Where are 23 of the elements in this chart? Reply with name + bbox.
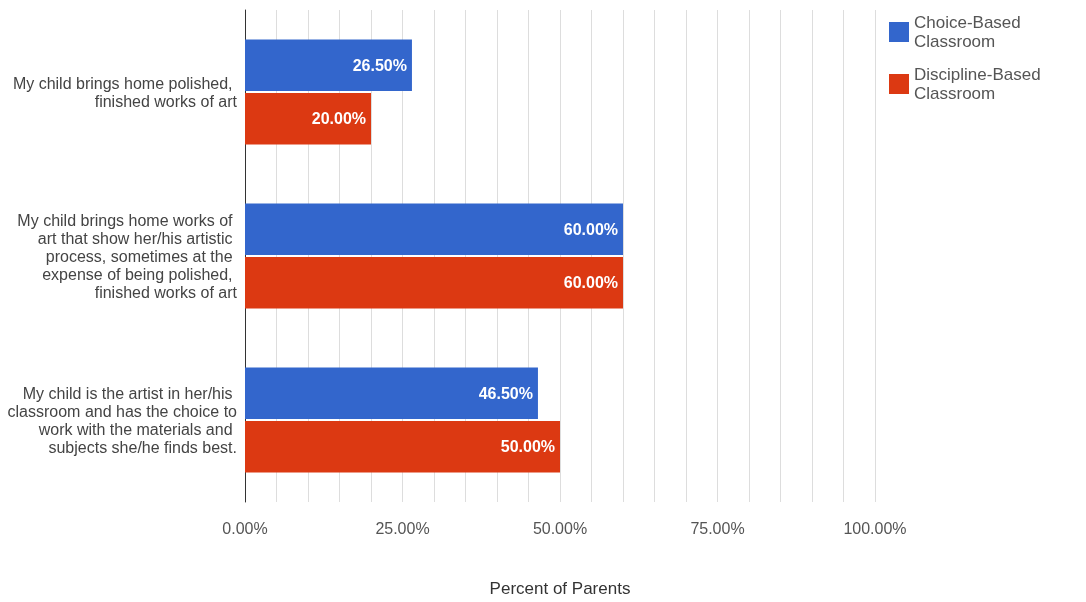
data-label: 46.50% — [478, 384, 533, 402]
data-label: 60.00% — [563, 274, 618, 292]
x-tick-label: 25.00% — [375, 519, 430, 537]
x-tick-label: 50.00% — [532, 519, 588, 537]
data-label: 60.00% — [563, 220, 618, 238]
y-tick-label: My child is the artist in her/his classroom and has the choice to work with the materials and subjects she/he finds best. — [7, 384, 238, 456]
y-tick-label: My child brings home polished, finished works of art — [12, 74, 238, 110]
legend-label: Choice-Based Classroom — [914, 13, 1026, 51]
x-tick-label: 0.00% — [222, 519, 268, 537]
data-label: 20.00% — [311, 110, 366, 128]
bar — [245, 39, 412, 91]
bar — [245, 93, 371, 145]
x-tick-label: 100.00% — [843, 519, 907, 537]
x-tick-label: 75.00% — [690, 519, 745, 537]
data-label: 26.50% — [352, 56, 407, 74]
bar — [245, 421, 560, 473]
bar — [245, 367, 538, 419]
y-tick-label: My child brings home works of art that show her/his artistic process, sometimes at the expense of being polished, finished works of art — [17, 211, 238, 301]
bar — [245, 203, 623, 255]
bar — [245, 257, 623, 309]
x-axis-title: Percent of Parents — [489, 579, 631, 598]
data-label: 50.00% — [500, 438, 555, 456]
legend-label: Discipline-Based Classroom — [914, 65, 1046, 103]
